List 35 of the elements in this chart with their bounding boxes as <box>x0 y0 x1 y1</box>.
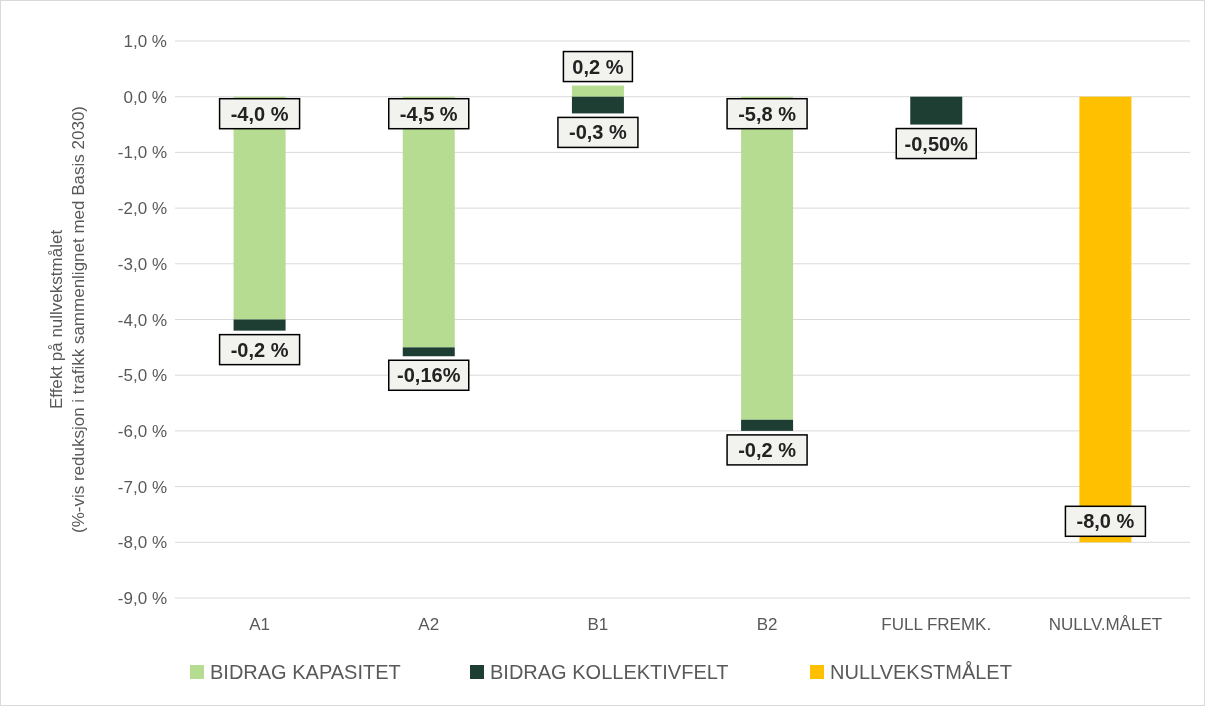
data-label: -0,2 % <box>738 438 797 461</box>
data-label: -0,3 % <box>569 121 628 144</box>
y-tick-label: -5,0 % <box>117 366 167 386</box>
y-tick-label: -4,0 % <box>117 310 167 330</box>
y-tick-label: -8,0 % <box>117 533 167 553</box>
data-label: -0,2 % <box>230 338 289 361</box>
x-tick-label: NULLV.MÅLET <box>1048 615 1163 634</box>
x-tick-label: A1 <box>249 615 270 634</box>
x-tick-label: FULL FREMK. <box>881 615 992 634</box>
bar <box>402 347 455 357</box>
y-axis-title: Effekt på nullvekstmålet (%-vis reduksjon i trafikk sammenlignet med Basis 2030) <box>47 105 88 534</box>
y-tick-label: -3,0 % <box>117 254 167 274</box>
y-tick-label: -9,0 % <box>117 589 167 608</box>
y-tick-label: -2,0 % <box>117 199 167 219</box>
y-tick-label: -1,0 % <box>117 143 167 163</box>
data-label: 0,2 % <box>572 55 624 78</box>
data-label: -4,0 % <box>230 102 289 125</box>
y-tick-label: 1,0 % <box>123 32 167 51</box>
data-label: -0,50% <box>904 132 969 155</box>
x-tick-label: A2 <box>418 615 440 634</box>
x-tick-label: B2 <box>756 615 778 634</box>
legend-label: BIDRAG KAPASITET <box>210 661 401 683</box>
bar <box>571 96 624 114</box>
data-label: -0,16% <box>397 364 461 387</box>
bar <box>233 319 286 331</box>
data-label: -8,0 % <box>1076 510 1135 533</box>
legend-label: NULLVEKSTMÅLET <box>830 661 1012 683</box>
legend-label: BIDRAG KOLLEKTIVFELT <box>490 661 729 683</box>
bar <box>741 419 794 431</box>
y-tick-label: 0,0 % <box>123 87 167 107</box>
data-label: -5,8 % <box>738 102 797 125</box>
y-tick-label: -7,0 % <box>117 477 167 497</box>
data-label: -4,5 % <box>399 102 458 125</box>
y-tick-label: -6,0 % <box>117 421 167 441</box>
x-tick-label: B1 <box>587 615 609 634</box>
